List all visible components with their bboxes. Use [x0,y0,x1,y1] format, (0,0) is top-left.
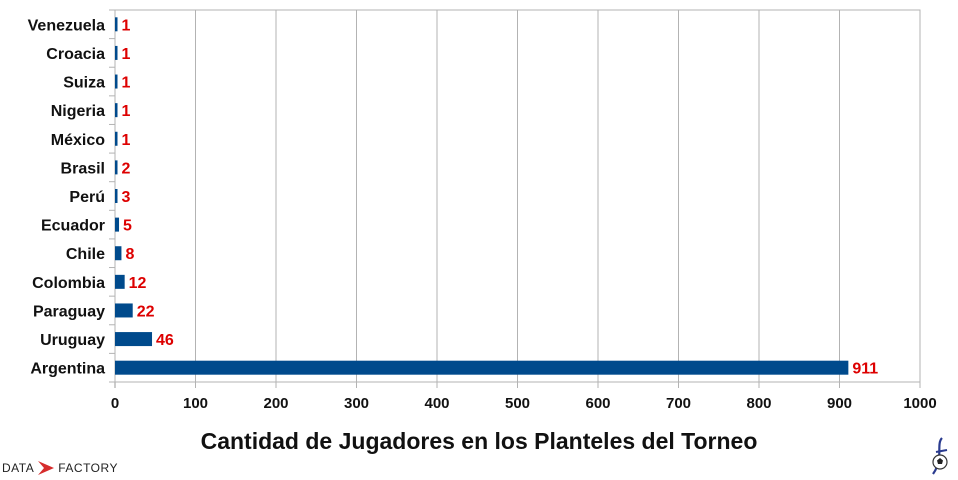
bar [115,74,118,89]
bar [115,246,122,261]
category-label: Paraguay [33,303,105,320]
category-label: Argentina [30,361,105,378]
bar [115,45,118,60]
x-tick-label: 1000 [903,395,936,412]
bars [115,17,849,375]
bar [115,160,118,175]
x-tick-label: 600 [585,395,610,412]
x-tick-label: 700 [666,395,691,412]
data-label: 2 [122,160,131,177]
data-label: 1 [122,132,131,149]
data-label: 1 [122,103,131,120]
x-tick-label: 400 [424,395,449,412]
x-tick-label: 0 [111,395,119,412]
logo-text-factory: FACTORY [58,461,118,475]
data-label: 8 [125,246,134,263]
category-label: Suiza [63,75,105,92]
logo-text-data: DATA [2,461,35,475]
bar [115,274,125,289]
logo-mark-icon [38,461,55,475]
data-label: 12 [129,275,147,292]
bar [115,17,118,32]
bar [115,131,118,146]
bar [115,360,849,375]
chart-title: Cantidad de Jugadores en los Planteles d… [200,428,758,454]
category-label: Perú [69,189,105,206]
category-label: Venezuela [28,17,105,34]
x-tick-label: 800 [746,395,771,412]
category-label: Uruguay [40,332,105,349]
category-label: Ecuador [41,218,105,235]
data-label: 911 [852,361,878,378]
data-label: 46 [156,332,174,349]
bar [115,303,133,318]
data-label: 22 [137,303,155,320]
x-tick-label: 900 [827,395,852,412]
bar-chart: Venezuela Croacia Suiza Nigeria México Brasil… [28,9,937,412]
data-label: 3 [122,189,131,206]
bar [115,103,118,118]
x-tick-label: 300 [344,395,369,412]
x-tick-label: 200 [263,395,288,412]
category-label: Brasil [61,160,105,177]
bar [115,332,153,347]
bar [115,189,118,203]
data-label: 5 [123,218,132,235]
category-label: Chile [66,246,105,263]
category-label: Croacia [46,46,105,63]
x-tick-label: 100 [183,395,208,412]
datafactory-logo: DATA FACTORY [2,457,118,479]
data-label: 1 [122,17,131,34]
x-tick-labels: 0 100 200 300 400 500 600 700 800 900 1000 [111,395,937,412]
football-f-logo-icon [932,437,948,475]
category-label: Colombia [32,275,105,292]
data-label: 1 [122,46,131,63]
category-labels: Venezuela Croacia Suiza Nigeria México Brasil… [28,17,106,377]
bar [115,217,120,232]
grid-lines [109,9,921,388]
data-label: 1 [122,75,131,92]
x-tick-label: 500 [505,395,530,412]
category-label: Nigeria [51,103,105,120]
category-label: México [51,132,105,149]
